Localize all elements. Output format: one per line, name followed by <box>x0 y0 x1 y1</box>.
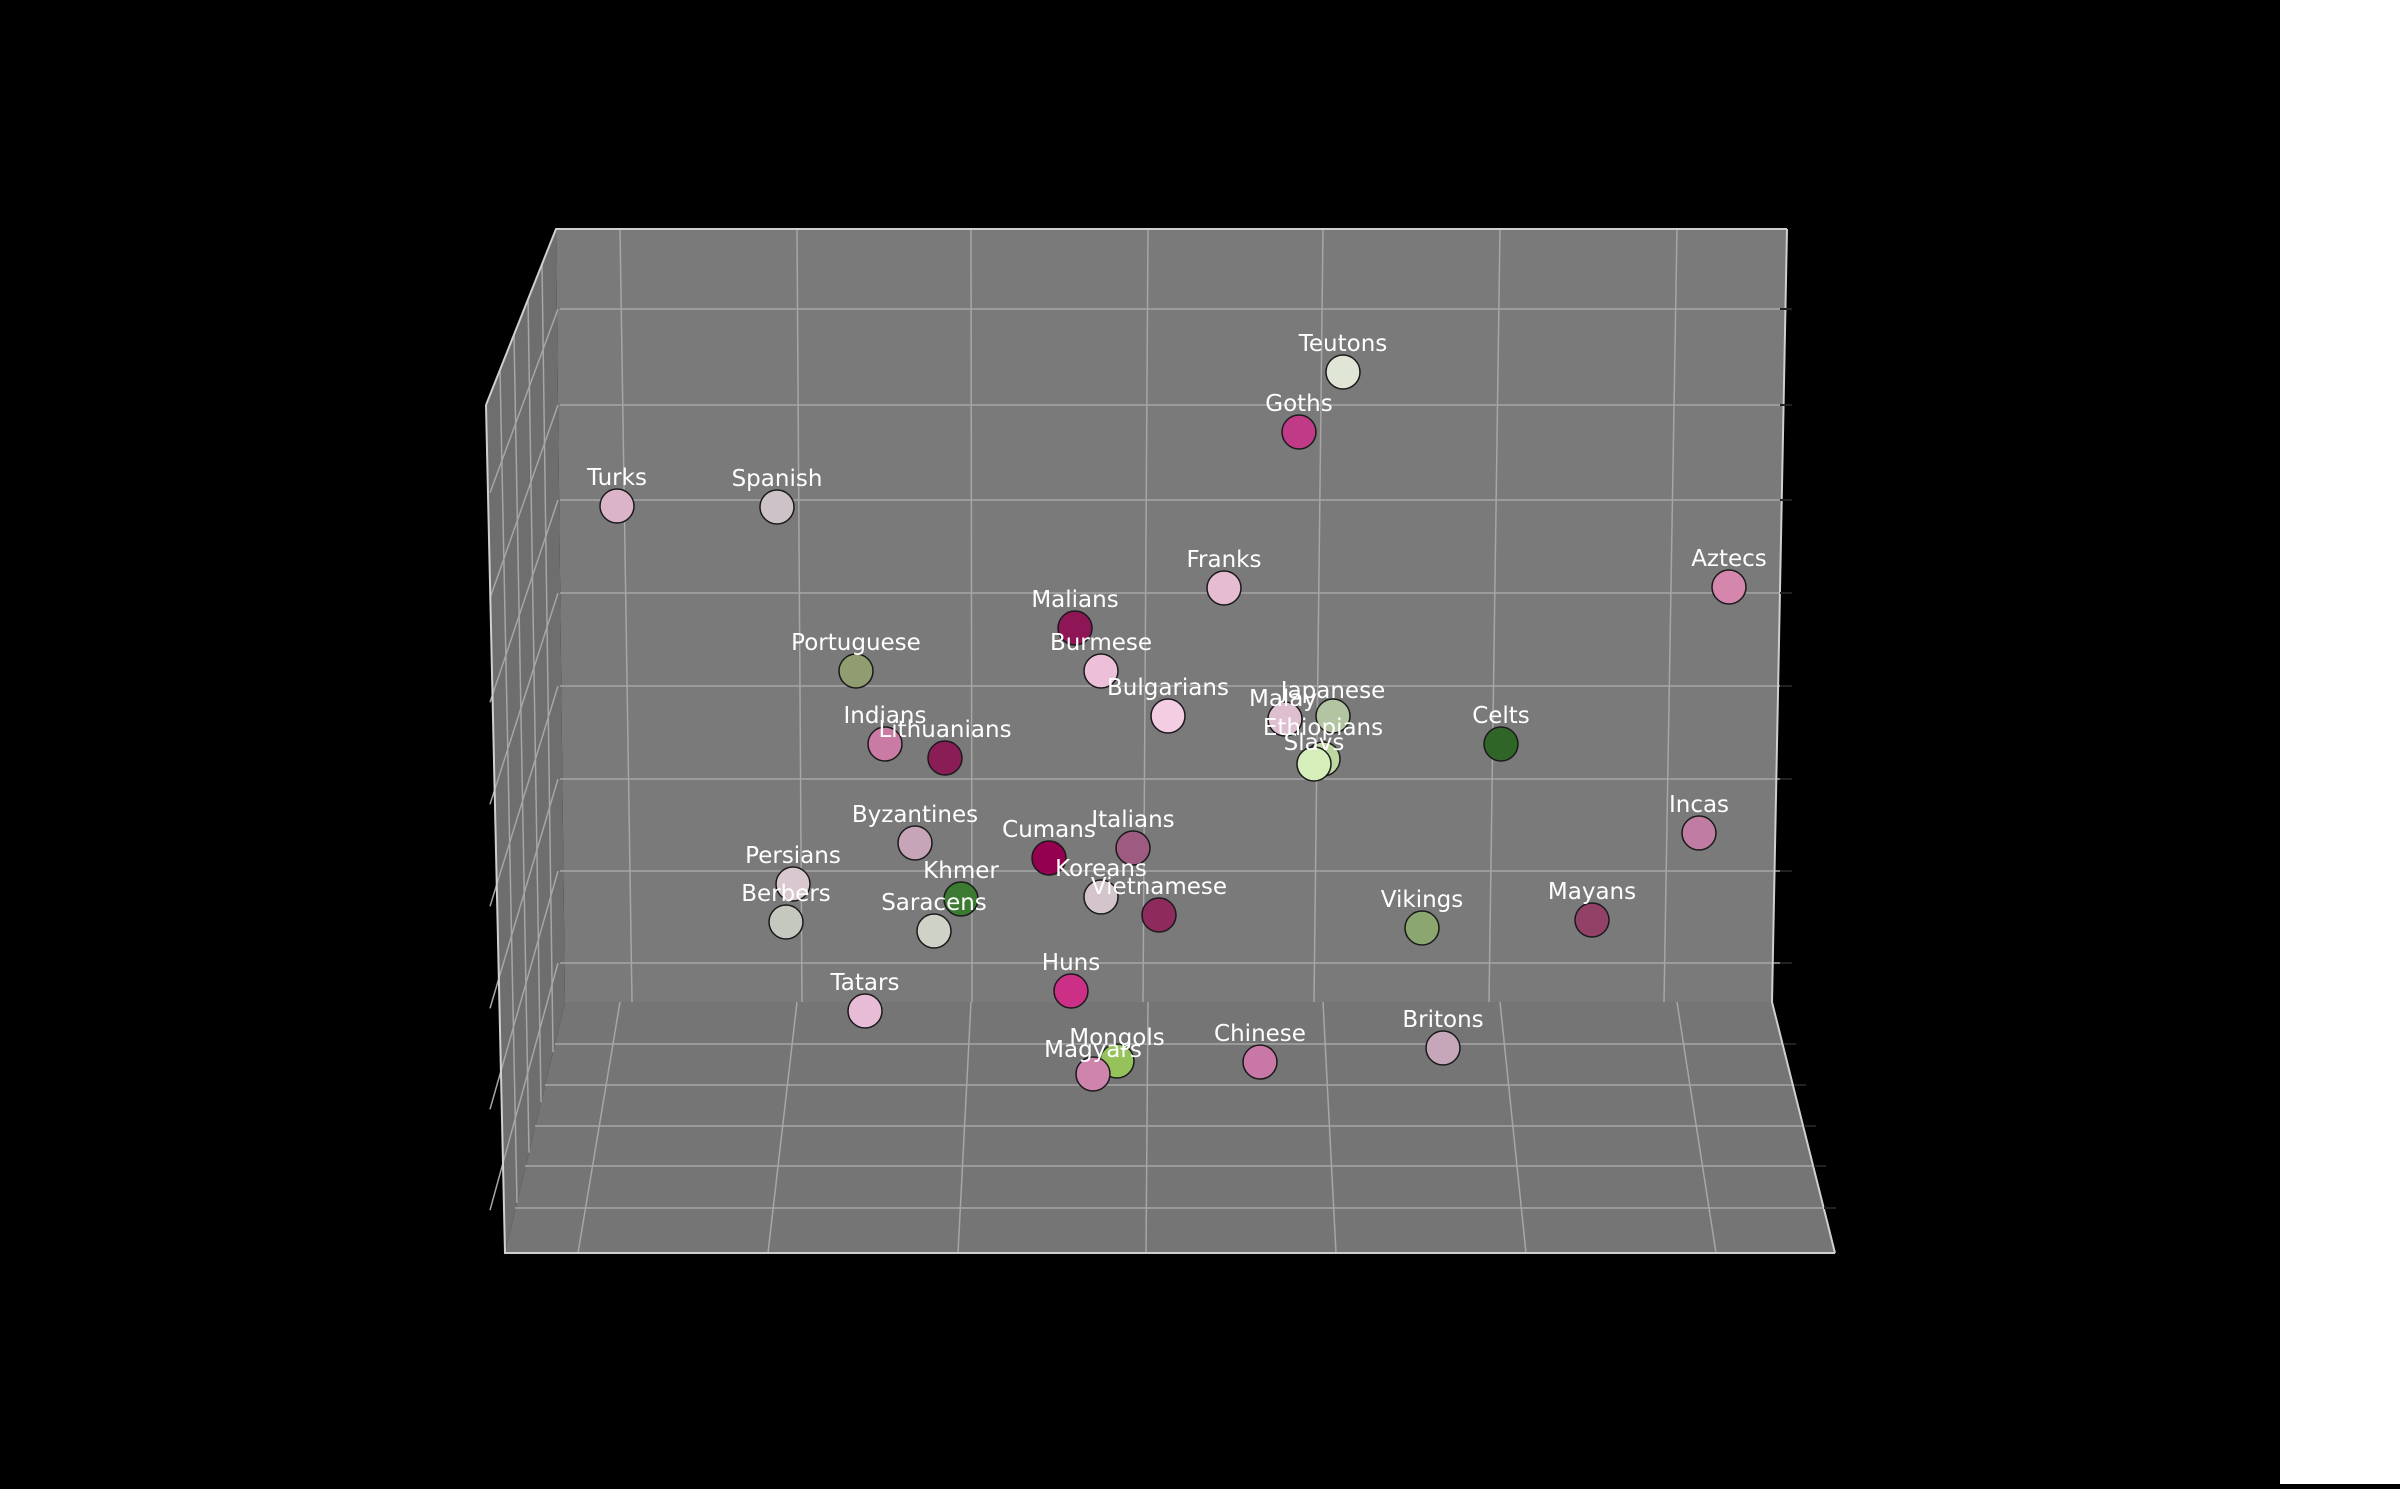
label-huns: Huns <box>1042 950 1100 976</box>
pane-edge <box>485 404 1835 1254</box>
label-portuguese: Portuguese <box>791 630 921 656</box>
label-celts: Celts <box>1472 703 1530 729</box>
label-magyars: Magyars <box>1044 1037 1142 1063</box>
point-chinese <box>1242 1044 1278 1080</box>
label-vietnamese: Vietnamese <box>1091 874 1227 900</box>
label-tatars: Tatars <box>830 970 900 996</box>
point-teutons <box>1325 354 1361 390</box>
point-persians <box>775 866 811 902</box>
label-lithuanians: Lithuanians <box>878 717 1011 743</box>
grid-line <box>489 499 559 703</box>
label-malians: Malians <box>1031 587 1118 613</box>
label-mayans: Mayans <box>1548 879 1636 905</box>
point-aztecs <box>1711 569 1747 605</box>
grid-lines <box>485 228 1836 1254</box>
point-koreans <box>1083 879 1119 915</box>
pane-edge <box>1770 228 1836 1254</box>
label-italians: Italians <box>1091 807 1174 833</box>
label-bulgarians: Bulgarians <box>1107 675 1229 701</box>
data-points <box>599 354 1747 1092</box>
point-khmer <box>943 881 979 917</box>
label-britons: Britons <box>1402 1007 1483 1033</box>
label-khmer: Khmer <box>923 858 999 884</box>
point-tatars <box>847 993 883 1029</box>
point-italians <box>1115 830 1151 866</box>
floor-pane <box>505 1002 1835 1253</box>
grid-line <box>970 228 973 1003</box>
point-berbers <box>768 904 804 940</box>
label-burmese: Burmese <box>1050 630 1152 656</box>
grid-line <box>513 334 530 1153</box>
label-koreans: Koreans <box>1055 856 1147 882</box>
label-japanese: Japanese <box>1279 678 1385 704</box>
grid-line <box>489 404 559 599</box>
point-spanish <box>759 489 795 525</box>
label-mongols: Mongols <box>1069 1025 1165 1051</box>
label-berbers: Berbers <box>741 881 831 907</box>
grid-line <box>1663 228 1678 1003</box>
point-byzantines <box>897 825 933 861</box>
grid-line <box>489 778 559 1009</box>
point-mayans <box>1574 902 1610 938</box>
point-vikings <box>1404 910 1440 946</box>
grid-line <box>489 962 559 1211</box>
point-indians <box>867 726 903 762</box>
point-celts <box>1483 726 1519 762</box>
grid-line <box>489 685 559 907</box>
label-franks: Franks <box>1187 547 1262 573</box>
point-magyars <box>1075 1056 1111 1092</box>
label-spanish: Spanish <box>732 466 823 492</box>
label-aztecs: Aztecs <box>1691 546 1767 572</box>
tick-marks <box>1780 308 1836 1209</box>
grid-line <box>1488 228 1501 1003</box>
label-turks: Turks <box>586 465 647 491</box>
label-chinese: Chinese <box>1214 1021 1306 1047</box>
grid-line <box>489 592 559 805</box>
point-japanese <box>1315 698 1351 734</box>
grid-line <box>527 299 542 1103</box>
point-bulgarians <box>1150 698 1186 734</box>
pane-edge <box>485 228 1787 406</box>
point-portuguese <box>838 653 874 689</box>
point-saracens <box>916 913 952 949</box>
point-britons <box>1425 1030 1461 1066</box>
label-indians: Indians <box>843 703 926 729</box>
label-goths: Goths <box>1265 391 1332 417</box>
point-lithuanians <box>927 740 963 776</box>
right-blank-strip <box>2280 0 2400 1484</box>
label-slavs: Slavs <box>1284 730 1345 756</box>
axis-panes <box>486 229 1835 1253</box>
label-teutons: Teutons <box>1298 331 1388 357</box>
point-slavs <box>1296 746 1332 782</box>
label-vikings: Vikings <box>1381 887 1464 913</box>
point-cumans <box>1031 840 1067 876</box>
grid-line <box>619 228 633 1003</box>
point-goths <box>1281 414 1317 450</box>
label-malay: Malay <box>1249 686 1317 712</box>
label-ethiopians: Ethiopians <box>1263 715 1383 741</box>
point-burmese <box>1083 653 1119 689</box>
point-vietnamese <box>1141 897 1177 933</box>
label-saracens: Saracens <box>881 890 987 916</box>
point-malians <box>1057 610 1093 646</box>
label-incas: Incas <box>1669 792 1729 818</box>
grid-line <box>541 264 554 1053</box>
label-persians: Persians <box>745 843 841 869</box>
grid-line <box>1142 228 1149 1003</box>
grid-line <box>499 369 518 1203</box>
point-incas <box>1681 815 1717 851</box>
back-pane <box>556 229 1787 1002</box>
data-labels: Teutons Goths Turks Spanish Aztecs Franks Mali… <box>586 331 1767 1063</box>
grid-line <box>489 308 559 494</box>
point-huns <box>1053 973 1089 1009</box>
label-cumans: Cumans <box>1002 817 1096 843</box>
point-malay <box>1267 701 1303 737</box>
grid-line <box>1313 228 1324 1003</box>
point-franks <box>1206 570 1242 606</box>
point-turks <box>599 488 635 524</box>
label-byzantines: Byzantines <box>852 802 978 828</box>
